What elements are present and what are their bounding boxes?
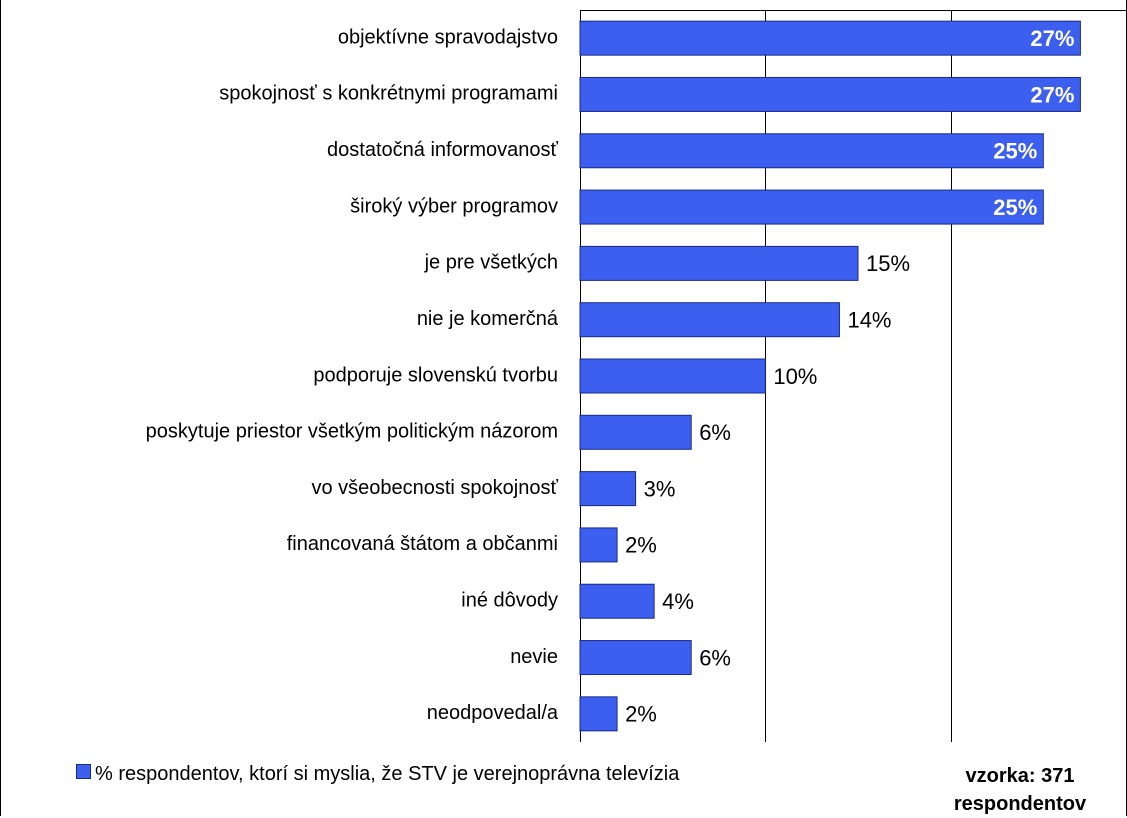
y-tick-label: objektívne spravodajstvo [338,26,558,48]
bar [579,302,840,338]
y-tick-label: vo všeobecnosti spokojnosť [311,477,558,499]
y-tick-label: dostatočná informovanosť [327,139,558,161]
bar [579,133,1044,169]
value-label: 27% [1030,82,1074,107]
bar [579,640,692,676]
bar [579,583,655,619]
value-label: 14% [847,308,891,333]
bar [579,471,637,507]
bar [579,245,859,281]
value-label: 10% [773,364,817,389]
value-label: 25% [993,139,1037,164]
y-tick-label: poskytuje priestor všetkým politickým ná… [146,421,558,443]
y-tick-label: podporuje slovenskú tvorbu [313,364,558,386]
y-tick-label: spokojnosť s konkrétnymi programami [219,83,558,105]
y-tick-label: financovaná štátom a občanmi [287,533,558,555]
y-tick-label: neodpovedal/a [427,702,559,724]
bar [579,20,1081,56]
bar [579,527,618,563]
bar [579,76,1081,112]
y-tick-label: široký výber programov [350,195,558,217]
y-tick-label: nie je komerčná [417,308,559,330]
value-label: 6% [699,420,731,445]
bar [579,189,1044,225]
annotation: vzorka: 371 respondentov [953,765,1087,815]
bar [579,414,692,450]
value-label: 27% [1030,26,1074,51]
legend: % respondentov, ktorí si myslia, že STV … [76,762,796,786]
legend-label: % respondentov, ktorí si myslia, že STV … [95,763,680,785]
value-label: 4% [662,589,694,614]
y-tick-label: je pre všetkých [424,252,558,274]
value-label: 6% [699,645,731,670]
bar [579,358,766,394]
y-tick-label: nevie [510,646,558,668]
value-label: 25% [993,195,1037,220]
value-label: 2% [625,533,657,558]
y-tick-label: iné dôvody [461,590,558,612]
value-label: 2% [625,702,657,727]
bar [579,696,618,732]
value-label: 15% [866,251,910,276]
value-label: 3% [644,476,676,501]
legend-swatch [76,764,91,779]
